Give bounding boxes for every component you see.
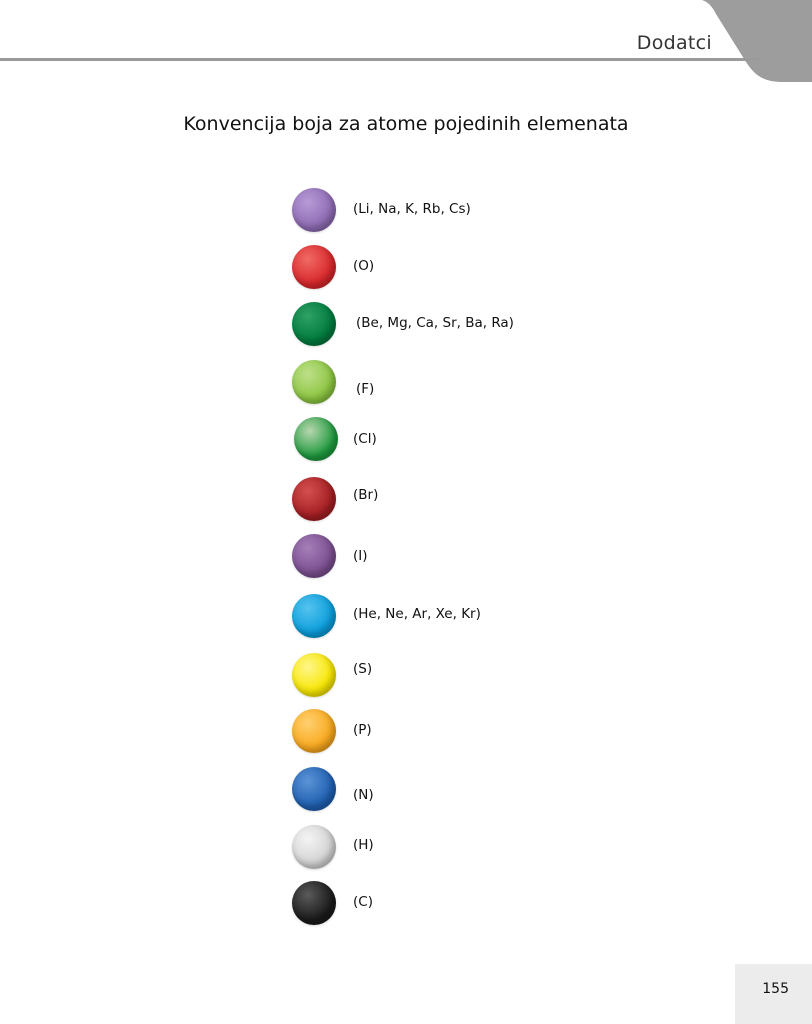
atom-ball-icon [292,709,336,753]
legend-label: (O) [353,258,375,274]
atom-ball-icon [292,594,336,638]
corner-tab-decoration [702,0,812,82]
legend-label: (Cl) [353,431,377,447]
legend-item-hydrogen: (H) [290,825,590,871]
legend-label: (I) [353,548,368,564]
section-label: Dodatci [636,32,712,54]
header-rule [0,58,760,61]
legend-item-nitrogen: (N) [290,767,590,813]
legend-label: (Br) [353,487,379,503]
legend-item-fluorine: (F) [290,360,590,406]
legend-item-sulfur: (S) [290,653,590,699]
legend-label: (N) [353,787,374,803]
legend-label: (He, Ne, Ar, Xe, Kr) [353,606,481,622]
atom-ball-icon [292,534,336,578]
legend-item-alkali-metals: (Li, Na, K, Rb, Cs) [290,188,590,234]
page-number: 155 [762,981,789,997]
legend-item-oxygen: (O) [290,245,590,291]
legend-label: (Be, Mg, Ca, Sr, Ba, Ra) [356,315,514,331]
legend-label: (F) [356,381,375,397]
atom-ball-icon [292,653,336,697]
page-title: Konvencija boja za atome pojedinih eleme… [183,113,629,135]
legend-label: (H) [353,837,374,853]
atom-ball-icon [292,825,336,869]
atom-ball-icon [292,188,336,232]
legend-label: (P) [353,722,372,738]
atom-ball-icon [294,417,338,461]
atom-ball-icon [292,477,336,521]
legend-label: (S) [353,661,373,677]
legend-item-iodine: (I) [290,534,590,580]
legend-label: (C) [353,894,373,910]
atom-ball-icon [292,767,336,811]
page-number-box: 155 [735,964,812,1024]
atom-ball-icon [292,360,336,404]
legend-item-phosphorus: (P) [290,709,590,755]
atom-ball-icon [292,881,336,925]
legend-item-chlorine: (Cl) [290,417,590,463]
legend-item-carbon: (C) [290,881,590,927]
legend-label: (Li, Na, K, Rb, Cs) [353,201,471,217]
legend-item-alkaline-earth-metals: (Be, Mg, Ca, Sr, Ba, Ra) [290,302,590,348]
legend-item-noble-gases: (He, Ne, Ar, Xe, Kr) [290,594,590,640]
atom-ball-icon [292,245,336,289]
atom-ball-icon [292,302,336,346]
legend-item-bromine: (Br) [290,477,590,523]
